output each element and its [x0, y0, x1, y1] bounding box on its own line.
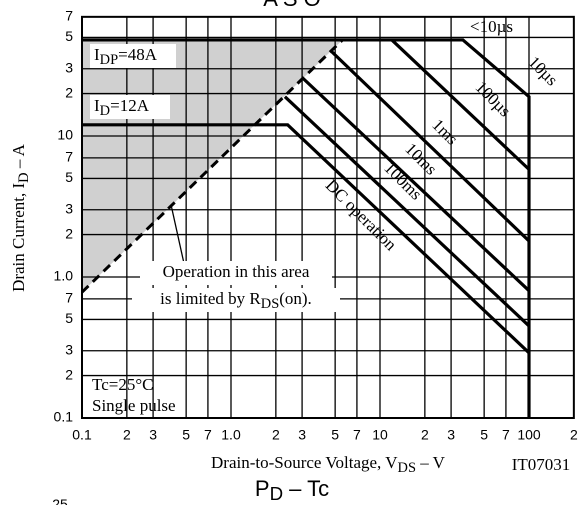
- annotation-part: I: [94, 45, 100, 64]
- next-chart-title-part: P: [255, 476, 270, 501]
- annotation: 1ms: [428, 115, 461, 148]
- limit-line: [82, 123, 531, 354]
- x-tick-label: 3: [447, 427, 455, 443]
- limit-line: [330, 49, 531, 243]
- annotation-part: DC operation: [322, 176, 401, 255]
- y-tick-label: 7: [65, 8, 73, 24]
- limit-line: [390, 38, 531, 171]
- next-chart-title: PD – Tc: [255, 476, 329, 504]
- y-tick-label: 2: [65, 366, 73, 382]
- next-chart-label: 25: [52, 496, 68, 505]
- annotation: Single pulse: [92, 396, 176, 415]
- x-tick-label: 2: [570, 427, 578, 443]
- label-bg: [90, 44, 176, 68]
- label-bg: [90, 95, 170, 119]
- x-tick-label: 3: [149, 427, 157, 443]
- x-axis-label-part: Drain-to-Source Voltage, V: [211, 453, 398, 472]
- annotation: <10µs: [470, 17, 513, 36]
- annotation: DC operation: [322, 176, 401, 255]
- x-tick-label: 100: [517, 427, 541, 443]
- x-tick-label: 2: [421, 427, 429, 443]
- y-tick-label: 3: [65, 341, 73, 357]
- annotation-part: Single pulse: [92, 396, 176, 415]
- x-tick-label: 7: [353, 427, 361, 443]
- annotation-part: D: [100, 103, 110, 119]
- chart-title: A S O: [263, 0, 320, 11]
- limit-line-dashed: [80, 38, 344, 294]
- x-tick-label: 2: [272, 427, 280, 443]
- x-axis-label-part: DS: [398, 460, 416, 476]
- y-axis-label-part: Drain Current, I: [9, 183, 28, 292]
- annotation-part: =48A: [118, 45, 158, 64]
- annotation: is limited by RDS(on).: [160, 289, 312, 312]
- annotation: 100µs: [472, 77, 515, 120]
- annotation: ID=12A: [94, 96, 150, 119]
- x-tick-label: 0.1: [72, 427, 92, 443]
- x-tick-label: 7: [502, 427, 510, 443]
- y-tick-label: 1.0: [54, 268, 74, 284]
- annotation-part: =12A: [110, 96, 150, 115]
- y-tick-label: 5: [65, 310, 73, 326]
- y-tick-label: 7: [65, 290, 73, 306]
- next-chart-title-part: – Tc: [283, 476, 329, 501]
- x-tick-label: 1.0: [221, 427, 241, 443]
- y-tick-label: 3: [65, 59, 73, 75]
- x-tick-label: 3: [298, 427, 306, 443]
- annotation: Operation in this area: [163, 262, 310, 281]
- x-axis-label: Drain-to-Source Voltage, VDS – V: [211, 453, 446, 476]
- y-tick-label: 5: [65, 169, 73, 185]
- annotation: 10µs: [525, 52, 562, 89]
- annotation-part: DP: [100, 52, 118, 68]
- y-tick-label: 7: [65, 149, 73, 165]
- y-tick-label: 10: [57, 127, 73, 143]
- annotation: Tc=25°C: [92, 375, 153, 394]
- y-axis-label: Drain Current, ID – A: [9, 143, 32, 292]
- limit-line: [300, 76, 531, 292]
- x-axis-label-part: – V: [416, 453, 446, 472]
- annotation-part: IT07031: [512, 455, 571, 474]
- x-tick-label: 2: [123, 427, 131, 443]
- y-axis-label-part: D: [16, 172, 32, 182]
- annotation-part: I: [94, 96, 100, 115]
- y-tick-label: 5: [65, 28, 73, 44]
- x-tick-label: 5: [182, 427, 190, 443]
- annotation-part: is limited by R: [160, 289, 261, 308]
- label-bg: [132, 288, 340, 312]
- x-tick-label: 10: [372, 427, 388, 443]
- y-tick-label: 0.1: [54, 409, 74, 425]
- y-tick-label: 3: [65, 200, 73, 216]
- annotation-part: (on).: [279, 289, 312, 308]
- annotation-part: 10µs: [525, 52, 562, 89]
- annotation-part: 100µs: [472, 77, 515, 120]
- annotation: IDP=48A: [94, 45, 158, 68]
- chart-title-part: A S O: [263, 0, 320, 11]
- next-chart-title-part: D: [270, 483, 284, 504]
- plot-border: [81, 15, 575, 419]
- y-tick-label: 2: [65, 84, 73, 100]
- x-tick-label: 7: [204, 427, 212, 443]
- annotation-part: 1ms: [428, 115, 461, 148]
- annotation: IT07031: [512, 455, 571, 474]
- x-tick-label: 5: [480, 427, 488, 443]
- limit-line: [283, 95, 531, 328]
- annotation-part: <10µs: [470, 17, 513, 36]
- annotation-part: Operation in this area: [163, 262, 310, 281]
- annotation-part: DS: [261, 296, 279, 312]
- annotation-part: Tc=25°C: [92, 375, 153, 394]
- y-tick-label: 2: [65, 225, 73, 241]
- next-chart-label-part: 25: [52, 496, 68, 505]
- limit-line: [82, 38, 531, 418]
- y-axis-label-part: – A: [9, 143, 28, 172]
- label-bg: [140, 261, 332, 285]
- x-tick-label: 5: [331, 427, 339, 443]
